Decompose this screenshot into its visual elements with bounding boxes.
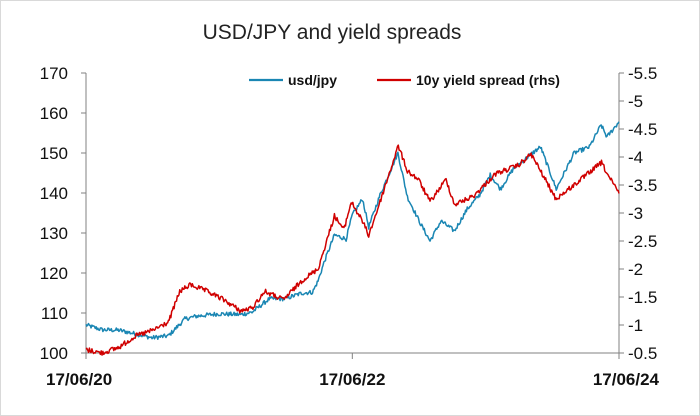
legend-label-usdjpy: usd/jpy (288, 72, 337, 88)
right-tick-label: -2.5 (628, 232, 657, 251)
left-tick-label: 140 (40, 184, 68, 203)
x-tick-label: 17/06/22 (319, 370, 385, 389)
right-tick-label: -5 (628, 92, 643, 111)
x-tick-label: 17/06/24 (593, 370, 660, 389)
left-tick-label: 130 (40, 224, 68, 243)
left-tick-label: 100 (40, 344, 68, 363)
right-tick-label: -4 (628, 148, 643, 167)
right-tick-label: -4.5 (628, 120, 657, 139)
right-tick-label: -3 (628, 204, 643, 223)
right-tick-label: -1.5 (628, 288, 657, 307)
left-tick-label: 170 (40, 64, 68, 83)
x-tick-label: 17/06/20 (46, 370, 112, 389)
series-line-yield-spread (85, 144, 620, 356)
right-tick-label: -2 (628, 260, 643, 279)
right-tick-label: -0.5 (628, 344, 657, 363)
left-axis-ticks: 100 110 120 130 140 150 160 170 (40, 64, 86, 363)
chart-title: USD/JPY and yield spreads (203, 21, 462, 44)
right-axis-ticks: -0.5 -1 -1.5 -2 -2.5 -3 -3.5 -4 -4.5 -5 -5.5 (619, 64, 657, 363)
legend: usd/jpy 10y yield spread (rhs) (249, 72, 560, 88)
right-tick-label: -3.5 (628, 176, 657, 195)
legend-label-spread: 10y yield spread (rhs) (416, 72, 560, 88)
left-tick-label: 120 (40, 264, 68, 283)
right-tick-label: -5.5 (628, 64, 657, 83)
series-line-usdjpy (85, 121, 620, 340)
right-tick-label: -1 (628, 316, 643, 335)
left-tick-label: 150 (40, 144, 68, 163)
series-group (85, 121, 620, 356)
left-tick-label: 160 (40, 104, 68, 123)
left-tick-label: 110 (41, 304, 68, 323)
x-axis-ticks: 17/06/20 17/06/22 17/06/24 (46, 353, 660, 389)
